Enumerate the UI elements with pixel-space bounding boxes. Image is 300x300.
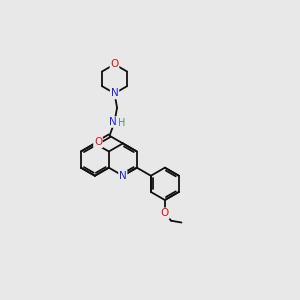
Text: H: H [118, 118, 126, 128]
Text: N: N [111, 88, 119, 98]
Text: O: O [94, 137, 102, 147]
Text: N: N [119, 171, 127, 181]
Text: N: N [111, 88, 119, 98]
Text: N: N [110, 117, 117, 127]
Text: O: O [110, 59, 119, 69]
Text: O: O [161, 208, 169, 218]
